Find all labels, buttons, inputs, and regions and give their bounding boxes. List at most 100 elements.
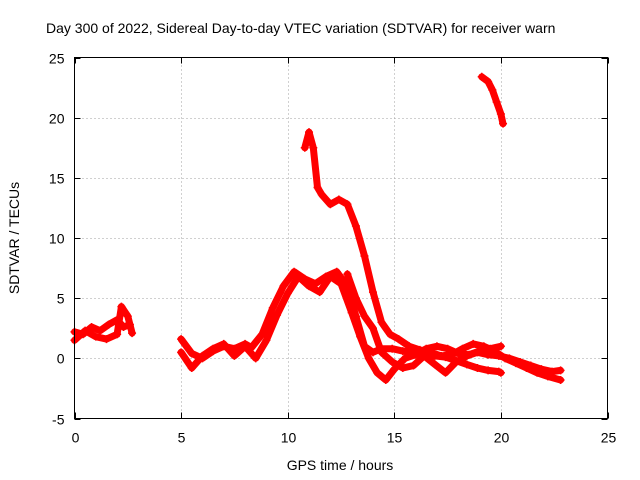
data-point-marker	[251, 354, 260, 363]
data-point-marker	[484, 77, 493, 86]
data-point-marker	[313, 183, 322, 192]
data-point-marker	[548, 367, 557, 376]
data-point-marker	[368, 348, 377, 357]
x-tick-label: 5	[178, 430, 186, 446]
data-point-marker	[432, 342, 441, 351]
y-axis-label: SDTVAR / TECUs	[6, 182, 22, 294]
data-point-marker	[91, 332, 100, 341]
data-point-marker	[437, 351, 446, 360]
data-point-marker	[394, 335, 403, 344]
data-point-marker	[198, 351, 207, 360]
series-line	[71, 303, 136, 344]
data-point-marker	[458, 344, 467, 353]
data-point-marker	[388, 344, 397, 353]
data-point-marker	[343, 270, 352, 279]
data-point-marker	[351, 294, 360, 303]
data-point-marker	[347, 308, 356, 317]
data-point-marker	[241, 342, 250, 351]
data-point-marker	[309, 143, 318, 152]
data-point-marker	[420, 351, 429, 360]
data-point-marker	[351, 221, 360, 230]
x-tick-label: 0	[72, 430, 80, 446]
y-tick-label: 10	[49, 231, 65, 247]
data-point-marker	[398, 347, 407, 356]
data-point-marker	[187, 349, 196, 358]
data-point-marker	[494, 351, 503, 360]
data-point-marker	[443, 344, 452, 353]
data-point-marker	[360, 312, 369, 321]
data-point-marker	[300, 143, 309, 152]
data-point-marker	[426, 348, 435, 357]
y-tick-label: -5	[52, 412, 65, 428]
data-point-marker	[317, 190, 326, 199]
data-point-marker	[268, 303, 277, 312]
data-point-marker	[492, 98, 501, 107]
data-point-marker	[484, 366, 493, 375]
data-point-marker	[409, 361, 418, 370]
data-point-marker	[360, 252, 369, 261]
data-point-marker	[262, 336, 271, 345]
data-point-marker	[117, 302, 126, 311]
data-point-marker	[104, 320, 113, 329]
data-point-marker	[305, 282, 314, 291]
data-point-marker	[496, 110, 505, 119]
series-seg-early-b	[70, 302, 137, 345]
data-point-marker	[326, 272, 335, 281]
series-line	[343, 270, 565, 377]
data-point-marker	[305, 128, 314, 137]
series-seg-morning-b	[177, 272, 505, 384]
data-point-marker	[334, 195, 343, 204]
y-tick-label: 15	[49, 171, 65, 187]
data-point-marker	[356, 332, 365, 341]
data-point-marker	[496, 342, 505, 351]
data-point-marker	[462, 351, 471, 360]
series-seg-noon-hump	[343, 270, 565, 377]
x-tick-label: 25	[601, 430, 617, 446]
data-point-marker	[279, 282, 288, 291]
data-point-marker	[469, 339, 478, 348]
chart-title: Day 300 of 2022, Sidereal Day-to-day VTE…	[46, 20, 555, 36]
data-point-marker	[177, 335, 186, 344]
x-tick-label: 10	[281, 430, 297, 446]
x-tick-label: 15	[387, 430, 403, 446]
data-point-marker	[96, 326, 105, 335]
data-point-marker	[441, 368, 450, 377]
data-point-marker	[113, 330, 122, 339]
data-point-marker	[388, 357, 397, 366]
data-point-marker	[477, 72, 486, 81]
data-point-marker	[556, 375, 565, 384]
data-point-marker	[556, 366, 565, 375]
data-point-marker	[343, 200, 352, 209]
data-point-marker	[499, 119, 508, 128]
data-point-marker	[430, 360, 439, 369]
data-point-marker	[219, 339, 228, 348]
data-point-marker	[377, 348, 386, 357]
data-point-marker	[505, 354, 514, 363]
data-point-marker	[516, 357, 525, 366]
data-point-marker	[102, 335, 111, 344]
axis-ticks: 0 5 10 15 20 25 -5 0 5 10 15 20 25	[49, 51, 617, 446]
data-point-marker	[87, 323, 96, 332]
data-point-marker	[177, 348, 186, 357]
data-point-marker	[332, 267, 341, 276]
y-tick-label: 5	[57, 291, 65, 307]
data-point-marker	[386, 330, 395, 339]
y-tick-label: 0	[57, 351, 65, 367]
data-point-marker	[405, 342, 414, 351]
data-point-marker	[368, 324, 377, 333]
data-point-marker	[315, 288, 324, 297]
data-point-marker	[400, 354, 409, 363]
data-point-marker	[123, 312, 132, 321]
data-point-marker	[447, 350, 456, 359]
data-point-marker	[415, 345, 424, 354]
series-line	[301, 128, 565, 384]
data-point-marker	[128, 329, 137, 338]
data-point-marker	[187, 363, 196, 372]
data-point-marker	[484, 350, 493, 359]
data-point-marker	[526, 361, 535, 370]
series-seg-evening-high	[477, 72, 508, 128]
x-axis-label: GPS time / hours	[287, 457, 394, 473]
data-point-marker	[230, 351, 239, 360]
x-tick-label: 20	[494, 430, 510, 446]
